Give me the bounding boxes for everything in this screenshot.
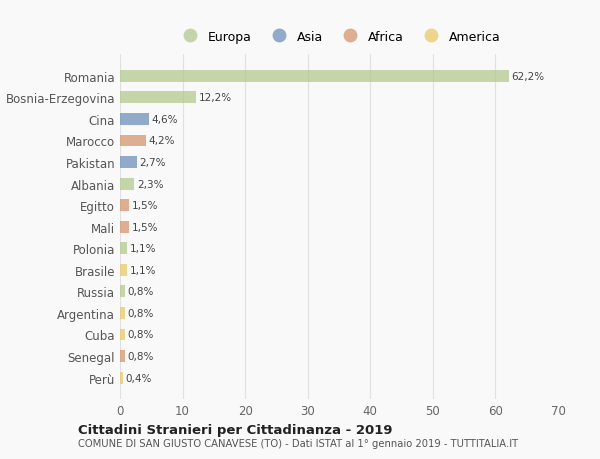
Text: 2,7%: 2,7% xyxy=(139,158,166,168)
Legend: Europa, Asia, Africa, America: Europa, Asia, Africa, America xyxy=(174,27,504,47)
Text: 1,5%: 1,5% xyxy=(132,201,158,211)
Bar xyxy=(120,178,134,190)
Text: 0,8%: 0,8% xyxy=(128,330,154,340)
Bar xyxy=(120,329,125,341)
Bar xyxy=(120,71,509,83)
Text: 0,4%: 0,4% xyxy=(125,373,151,383)
Bar xyxy=(120,157,137,168)
Text: 2,3%: 2,3% xyxy=(137,179,163,189)
Text: 62,2%: 62,2% xyxy=(512,72,545,82)
Bar xyxy=(120,350,125,362)
Text: COMUNE DI SAN GIUSTO CANAVESE (TO) - Dati ISTAT al 1° gennaio 2019 - TUTTITALIA.: COMUNE DI SAN GIUSTO CANAVESE (TO) - Dat… xyxy=(78,438,518,448)
Bar xyxy=(120,308,125,319)
Text: 0,8%: 0,8% xyxy=(128,351,154,361)
Bar xyxy=(120,200,130,212)
Bar xyxy=(120,243,127,255)
Text: 4,2%: 4,2% xyxy=(149,136,175,146)
Bar xyxy=(120,372,122,384)
Text: 1,1%: 1,1% xyxy=(130,265,156,275)
Text: 12,2%: 12,2% xyxy=(199,93,232,103)
Text: 0,8%: 0,8% xyxy=(128,308,154,318)
Bar xyxy=(120,221,130,233)
Text: 0,8%: 0,8% xyxy=(128,287,154,297)
Bar xyxy=(120,92,196,104)
Bar xyxy=(120,264,127,276)
Bar xyxy=(120,286,125,297)
Text: 1,5%: 1,5% xyxy=(132,222,158,232)
Text: 1,1%: 1,1% xyxy=(130,244,156,254)
Bar xyxy=(120,114,149,126)
Text: 4,6%: 4,6% xyxy=(151,115,178,125)
Text: Cittadini Stranieri per Cittadinanza - 2019: Cittadini Stranieri per Cittadinanza - 2… xyxy=(78,423,392,436)
Bar xyxy=(120,135,146,147)
